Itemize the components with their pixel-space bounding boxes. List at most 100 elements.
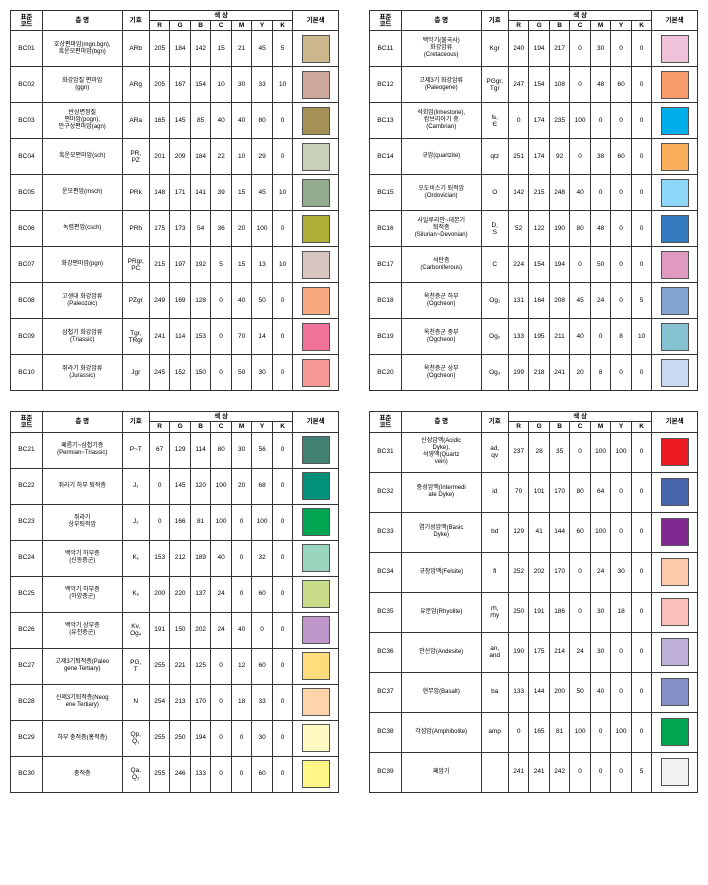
table-row: BC07화강편마암(pgn)PRgr,PC2151971925151310 [11,247,339,283]
cell-c: 0 [211,319,231,355]
cell-code: BC27 [11,648,43,684]
cell-c: 0 [570,31,590,67]
cell-k: 0 [272,432,293,468]
cell-code: BC13 [370,103,402,139]
cell-m: 30 [590,632,610,672]
cell-m: 20 [231,211,251,247]
cell-sym: O [481,175,508,211]
cell-c: 100 [211,468,231,504]
table-row: BC38각섬암(Amphibolite)amp01658110001000 [370,712,698,752]
cell-swatch [293,175,339,211]
cell-name: 유문암(Rhyolite) [401,592,481,632]
col-header: C [570,422,590,432]
cell-m: 24 [590,552,610,592]
cell-k: 0 [631,432,652,472]
cell-b: 200 [549,672,569,712]
cell-m: 100 [590,432,610,472]
col-header: G [529,422,549,432]
cell-swatch [293,67,339,103]
col-header: K [272,21,293,31]
cell-r: 165 [149,103,169,139]
cell-name: 반상변정질편마암(pogn),안구상편마암(agn) [42,103,122,139]
cell-m: 70 [231,319,251,355]
color-swatch [302,688,330,716]
table-row: BC36안산암(Andesite)an,and190175214243000 [370,632,698,672]
cell-k: 0 [631,175,652,211]
cell-code: BC36 [370,632,402,672]
col-header: M [231,21,251,31]
cell-name: 화강편마암(pgn) [42,247,122,283]
cell-name: 백악기(불국사)화강암류(Cretaceous) [401,31,481,67]
cell-swatch [293,576,339,612]
cell-c: 100 [570,712,590,752]
cell-k: 0 [631,211,652,247]
cell-k: 0 [631,712,652,752]
cell-code: BC34 [370,552,402,592]
cell-b: 54 [190,211,210,247]
cell-k: 5 [631,752,652,792]
col-header: 표준코드 [11,11,43,31]
cell-b: 217 [549,31,569,67]
cell-sym: PZgr [122,283,149,319]
cell-b: 35 [549,432,569,472]
cell-name: 신제3기퇴적층(Neogene Tertiary) [42,684,122,720]
cell-name: 고생대 화강암류(Paleozoic) [42,283,122,319]
cell-code: BC11 [370,31,402,67]
cell-r: 0 [508,103,528,139]
cell-g: 213 [170,684,190,720]
cell-c: 100 [211,504,231,540]
cell-y: 68 [252,468,272,504]
cell-k: 5 [272,31,293,67]
cell-b: 202 [190,612,210,648]
cell-b: 170 [190,684,210,720]
cell-m: 0 [231,756,251,792]
cell-k: 0 [631,139,652,175]
cell-g: 250 [170,720,190,756]
col-header: R [149,21,169,31]
cell-swatch [652,247,698,283]
cell-name: 쥐라기 상부퇴적암 [42,504,122,540]
cell-b: 144 [549,512,569,552]
cell-r: 142 [508,175,528,211]
cell-code: BC21 [11,432,43,468]
cell-m: 30 [231,67,251,103]
cell-k: 0 [272,648,293,684]
cell-c: 0 [570,552,590,592]
col-header: M [231,422,251,432]
cell-m: 30 [231,432,251,468]
cell-r: 201 [149,139,169,175]
cell-y: 56 [252,432,272,468]
cell-code: BC39 [370,752,402,792]
cell-code: BC17 [370,247,402,283]
cell-b: 235 [549,103,569,139]
cell-g: 165 [529,712,549,752]
cell-k: 0 [631,512,652,552]
cell-r: 254 [149,684,169,720]
color-swatch [661,478,689,506]
cell-y: 13 [252,247,272,283]
cell-m: 15 [231,247,251,283]
cell-m: 0 [590,319,610,355]
cell-k: 0 [272,756,293,792]
cell-g: 241 [529,752,549,792]
cell-name: 석회암(limestone),캄브리아기 층(Cambrian) [401,103,481,139]
cell-c: 39 [211,175,231,211]
cell-swatch [652,139,698,175]
color-swatch [661,143,689,171]
cell-swatch [652,319,698,355]
cell-y: 100 [611,712,631,752]
cell-m: 38 [590,139,610,175]
cell-m: 8 [590,355,610,391]
cell-m: 18 [231,684,251,720]
cell-swatch [652,211,698,247]
cell-g: 114 [170,319,190,355]
cell-b: 211 [549,319,569,355]
cell-name: 사일루리안~데본기퇴적층(Silurian~Devonian) [401,211,481,247]
cell-sym: rh,rhy [481,592,508,632]
col-header: C [211,422,231,432]
cell-b: 170 [549,472,569,512]
cell-swatch [293,247,339,283]
cell-m: 0 [231,720,251,756]
cell-swatch [293,648,339,684]
cell-r: 70 [508,472,528,512]
